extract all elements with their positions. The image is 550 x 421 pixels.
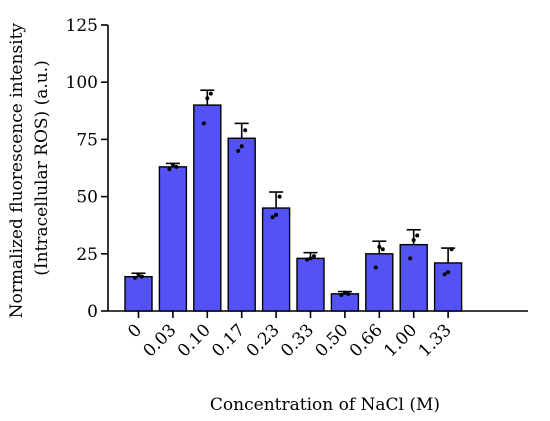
bar — [124, 275, 153, 312]
y-axis: 0 25 50 75 100 125 — [66, 16, 109, 322]
data-point — [308, 256, 313, 261]
data-point — [236, 148, 241, 153]
data-point — [411, 238, 416, 243]
y-tick-label: 75 — [76, 130, 98, 150]
y-tick-label: 100 — [66, 73, 98, 93]
y-tick-label: 125 — [66, 16, 98, 36]
data-point — [346, 291, 351, 296]
x-tick-label: 0.50 — [312, 320, 353, 361]
data-point — [339, 292, 344, 297]
bar — [158, 166, 188, 312]
x-tick-label: 0.03 — [140, 320, 181, 361]
x-tick-label: 0.17 — [208, 320, 249, 361]
data-point — [170, 162, 175, 167]
y-axis-title-line-2: (Intracellular ROS) (a.u.) — [32, 60, 52, 275]
data-point — [174, 164, 179, 169]
x-tick-label: 0.33 — [277, 320, 318, 361]
y-axis-title-line-1: Normalized fluorescence intensity — [7, 23, 27, 319]
data-point — [373, 265, 378, 270]
data-point — [133, 275, 137, 280]
data-point — [208, 91, 213, 96]
replicate-points — [133, 91, 454, 297]
bar — [193, 104, 222, 312]
x-axis-title: Concentration of NaCl (M) — [210, 395, 440, 415]
x-tick-label: 0 — [124, 320, 146, 342]
data-point — [140, 274, 144, 279]
bar — [399, 243, 428, 312]
data-point — [377, 244, 382, 249]
x-tick-label: 1.33 — [415, 320, 456, 361]
y-axis-title: Normalized fluorescence intensity (Intra… — [7, 18, 52, 319]
bar — [296, 257, 325, 312]
x-tick-label: 0.23 — [243, 320, 284, 361]
x-axis: 00.030.100.170.230.330.500.661.001.33 — [108, 310, 528, 361]
data-point — [274, 212, 279, 217]
x-tick-label: 0.10 — [174, 320, 215, 361]
data-point — [380, 247, 385, 252]
data-point — [136, 272, 141, 277]
data-point — [305, 257, 309, 262]
bar — [330, 293, 360, 312]
data-point — [312, 254, 316, 259]
data-point — [446, 270, 451, 275]
data-point — [270, 215, 275, 220]
y-tick-label: 0 — [87, 302, 98, 322]
x-tick-label: 1.00 — [380, 320, 421, 361]
data-point — [201, 121, 206, 126]
y-tick-label: 50 — [76, 188, 98, 208]
data-point — [277, 194, 282, 199]
bar — [227, 137, 256, 312]
data-point — [167, 167, 172, 172]
data-point — [342, 290, 347, 295]
data-point — [415, 233, 420, 238]
data-point — [442, 272, 447, 277]
bar — [365, 253, 394, 312]
data-point — [243, 128, 248, 133]
data-point — [239, 144, 244, 149]
data-point — [205, 96, 210, 101]
y-tick-label: 25 — [76, 245, 98, 265]
data-point — [408, 256, 413, 261]
bar — [261, 207, 291, 312]
bar-series — [124, 104, 463, 312]
x-tick-label: 0.66 — [346, 320, 387, 361]
data-point — [449, 247, 454, 252]
